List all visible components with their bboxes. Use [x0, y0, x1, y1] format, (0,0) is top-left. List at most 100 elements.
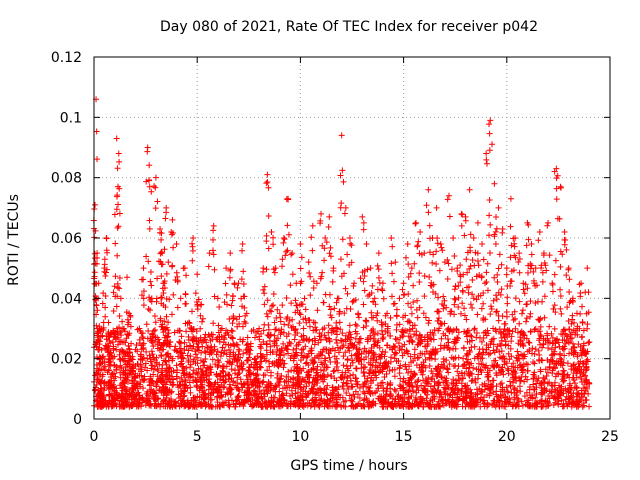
- data-point: [126, 349, 133, 356]
- data-point: [340, 402, 347, 409]
- data-point: [152, 319, 159, 326]
- data-point: [229, 292, 236, 299]
- data-point: [350, 371, 357, 378]
- data-point: [260, 372, 267, 379]
- data-point: [516, 383, 523, 390]
- data-point: [541, 376, 548, 383]
- data-point: [512, 374, 519, 381]
- data-point: [262, 384, 269, 391]
- data-point: [325, 223, 332, 230]
- data-point: [247, 371, 254, 378]
- data-point: [176, 349, 183, 356]
- data-point: [241, 318, 248, 325]
- data-point: [502, 341, 509, 348]
- data-point: [143, 348, 150, 355]
- data-point: [296, 301, 303, 308]
- data-point: [318, 210, 325, 217]
- data-point: [129, 356, 136, 363]
- data-point: [255, 395, 262, 402]
- data-point: [322, 357, 329, 364]
- data-point: [146, 183, 153, 190]
- data-point: [187, 364, 194, 371]
- data-point: [298, 346, 305, 353]
- data-point: [471, 326, 478, 333]
- data-point: [243, 357, 250, 364]
- data-point: [554, 400, 561, 407]
- data-point: [427, 383, 434, 390]
- data-point: [498, 366, 505, 373]
- data-point: [557, 350, 564, 357]
- data-point: [264, 297, 271, 304]
- data-point: [314, 307, 321, 314]
- data-point: [120, 350, 127, 357]
- data-point: [307, 273, 314, 280]
- data-point: [414, 243, 421, 250]
- data-point: [326, 291, 333, 298]
- data-point: [111, 361, 118, 368]
- data-point: [504, 388, 511, 395]
- data-point: [207, 337, 214, 344]
- data-point: [300, 354, 307, 361]
- data-point: [302, 378, 309, 385]
- data-point: [411, 402, 418, 409]
- data-point: [194, 271, 201, 278]
- data-point: [168, 402, 175, 409]
- data-point: [306, 317, 313, 324]
- data-point: [327, 347, 334, 354]
- data-point: [516, 377, 523, 384]
- data-point: [287, 282, 294, 289]
- data-point: [278, 392, 285, 399]
- data-point: [544, 222, 551, 229]
- data-point: [491, 231, 498, 238]
- data-point: [544, 369, 551, 376]
- data-point: [223, 265, 230, 272]
- data-point: [585, 309, 592, 316]
- data-point: [114, 192, 121, 199]
- data-point: [111, 388, 118, 395]
- data-point: [579, 394, 586, 401]
- data-point: [280, 235, 287, 241]
- data-point: [105, 367, 112, 374]
- data-point: [516, 362, 523, 369]
- data-point: [516, 320, 523, 327]
- data-point: [586, 403, 593, 410]
- data-point: [322, 235, 329, 241]
- data-point: [93, 128, 100, 135]
- data-point: [281, 378, 288, 385]
- data-point: [418, 382, 425, 389]
- data-point: [185, 358, 192, 365]
- data-point: [513, 401, 520, 408]
- data-point: [558, 397, 565, 404]
- data-point: [252, 334, 259, 341]
- data-point: [566, 374, 573, 381]
- data-point: [451, 311, 458, 318]
- data-point: [440, 293, 447, 300]
- data-point: [327, 312, 334, 319]
- data-point: [358, 403, 365, 410]
- data-point: [155, 401, 162, 408]
- data-point: [114, 293, 121, 300]
- data-point: [274, 370, 281, 377]
- data-point: [161, 379, 168, 386]
- data-point: [346, 322, 353, 329]
- data-point: [166, 296, 173, 303]
- data-point: [150, 366, 157, 373]
- data-point: [583, 364, 590, 371]
- data-point: [475, 360, 482, 367]
- data-point: [241, 293, 248, 300]
- data-point: [189, 247, 196, 254]
- data-point: [353, 330, 360, 337]
- data-point: [310, 366, 317, 373]
- data-point: [318, 396, 325, 403]
- data-point: [326, 354, 333, 361]
- data-point: [206, 333, 213, 340]
- data-point: [309, 360, 316, 367]
- data-point: [463, 365, 470, 372]
- data-point: [270, 291, 277, 298]
- data-point: [137, 351, 144, 358]
- data-point: [147, 269, 154, 276]
- data-point: [492, 228, 499, 235]
- data-point: [495, 317, 502, 324]
- data-point: [438, 391, 445, 398]
- data-point: [131, 374, 138, 381]
